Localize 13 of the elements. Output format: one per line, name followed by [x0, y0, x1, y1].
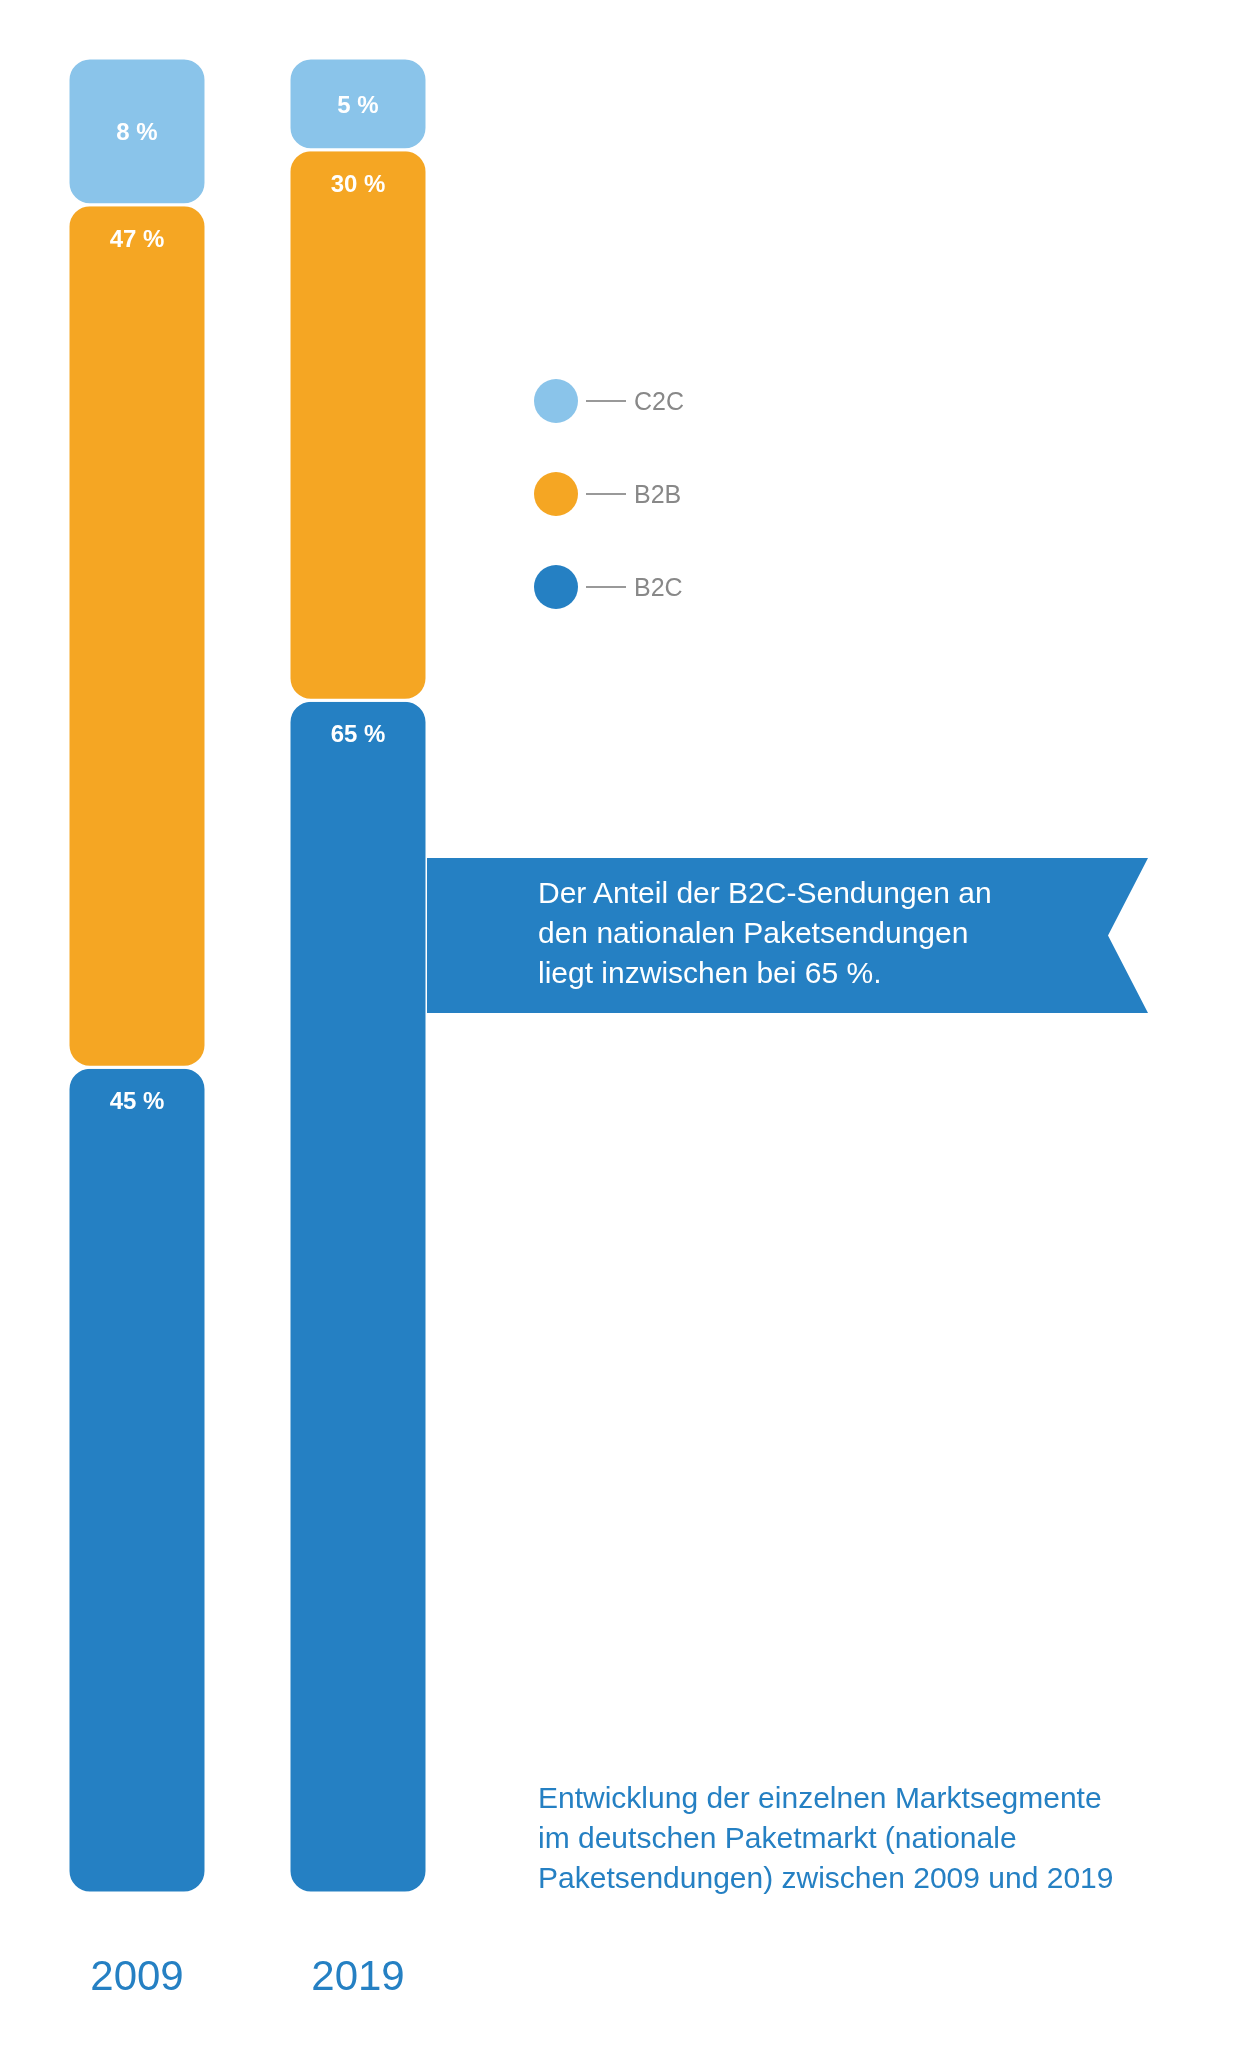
text: B2B [634, 480, 682, 508]
text: Entwicklung der einzelnen Marktsegmente im deutschen Paketmarkt (nationale Paketsendungen) zwischen 2009 und 2019 [538, 1781, 1114, 1894]
data-label: 45 % [109, 1087, 165, 1115]
data-label: 65 % [330, 720, 386, 748]
text: Der Anteil der B2C-Sendungen an den nationalen Paketsendungen liegt inzwischen bei 65 %. [538, 876, 992, 989]
data-label: 8 % [116, 118, 158, 146]
text: B2C [634, 573, 683, 601]
data-label: 30 % [330, 169, 386, 197]
text: C2C [634, 387, 685, 415]
x-tick-label: 2009 [90, 1952, 184, 1999]
data-label: 5 % [337, 90, 379, 118]
x-tick-label: 2019 [311, 1952, 405, 1999]
data-label: 47 % [109, 224, 165, 252]
